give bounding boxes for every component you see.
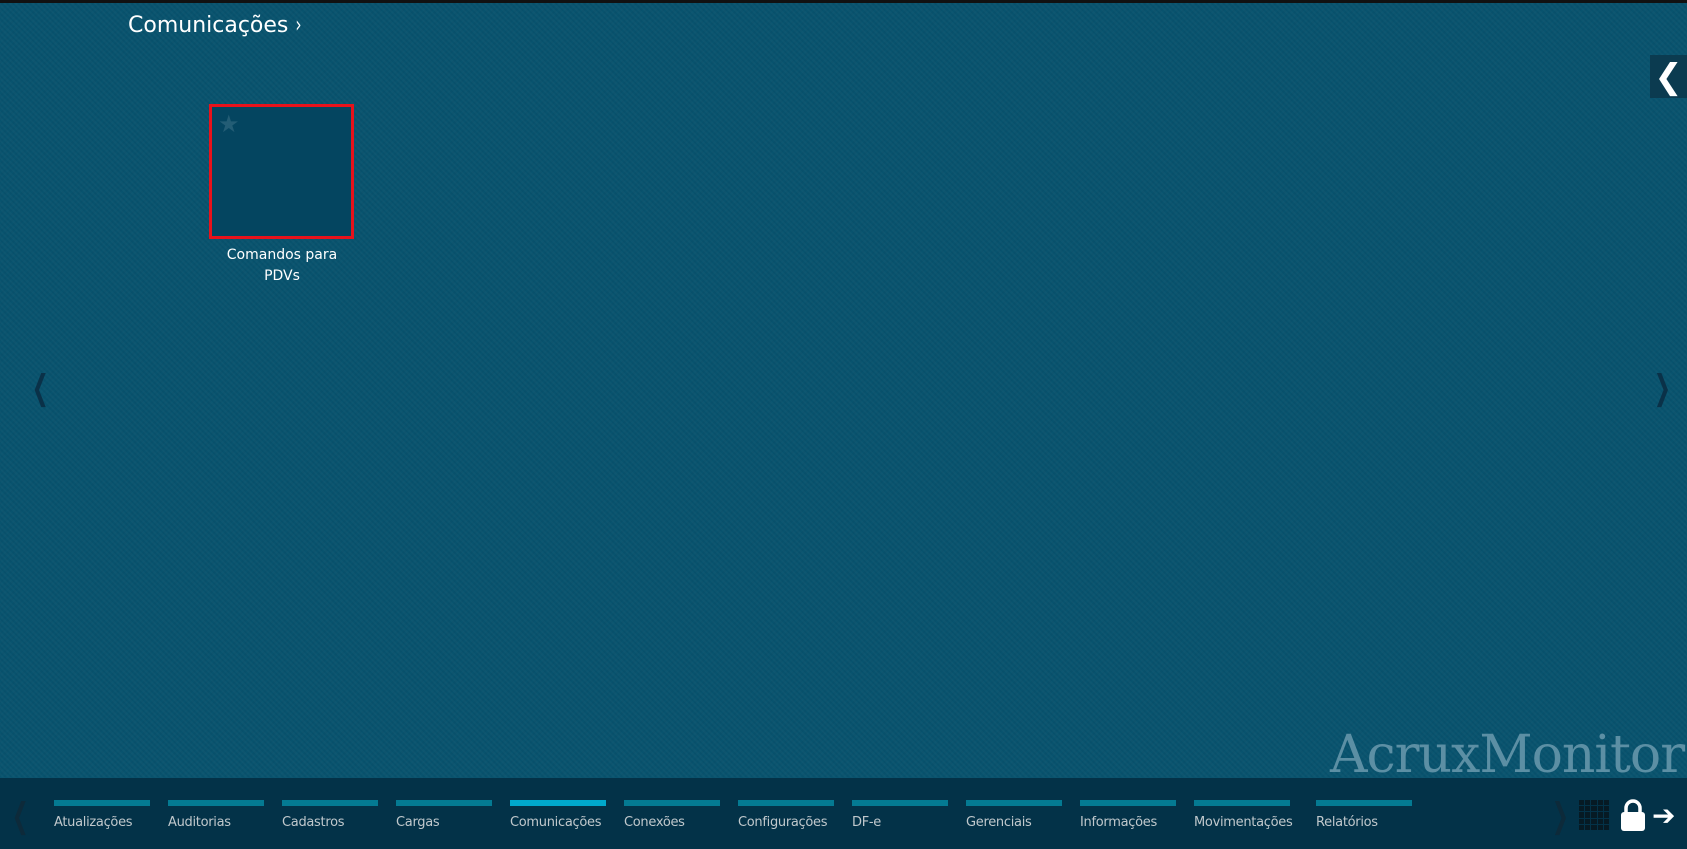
tab-label: Cadastros (282, 815, 345, 830)
acrux-monitor-logo: AcruxMonitor (1330, 725, 1685, 785)
tab-indicator (282, 800, 378, 806)
tab-label: Cargas (396, 815, 440, 830)
tabs-scroll-right[interactable]: ❯ (1551, 796, 1569, 836)
star-icon[interactable]: ★ (218, 110, 240, 138)
tab-indicator (738, 800, 834, 806)
tab-auditorias[interactable]: Auditorias (168, 800, 264, 830)
tab-label: DF-e (852, 815, 881, 830)
prev-page-arrow[interactable]: ❮ (31, 368, 49, 408)
tab-movimentacoes[interactable]: Movimentações (1194, 800, 1293, 830)
lock-icon[interactable] (1620, 798, 1646, 832)
next-page-arrow[interactable]: ❯ (1653, 368, 1671, 408)
tab-label: Movimentações (1194, 815, 1293, 830)
tab-informacoes[interactable]: Informações (1080, 800, 1176, 830)
tile-label-line1: Comandos para (226, 247, 338, 263)
tab-label: Conexões (624, 815, 685, 830)
tab-indicator (54, 800, 150, 806)
tile-comandos-para-pdvs[interactable]: ★ (209, 104, 354, 239)
tab-label: Informações (1080, 815, 1157, 830)
top-border (0, 0, 1687, 3)
tab-gerenciais[interactable]: Gerenciais (966, 800, 1062, 830)
bottom-navigation-bar: ❮ Atualizações Auditorias Cadastros Cargas C… (0, 778, 1687, 849)
tab-atualizacoes[interactable]: Atualizações (54, 800, 150, 830)
tab-cadastros[interactable]: Cadastros (282, 800, 378, 830)
tab-indicator (396, 800, 492, 806)
chevron-right-icon: › (295, 13, 302, 38)
tab-indicator (966, 800, 1062, 806)
breadcrumb[interactable]: Comunicações › (128, 13, 303, 38)
tab-label: Auditorias (168, 815, 231, 830)
tab-label: Configurações (738, 815, 828, 830)
tile-label: Comandos para PDVs (202, 245, 362, 287)
tab-label: Gerenciais (966, 815, 1032, 830)
tab-conexoes[interactable]: Conexões (624, 800, 720, 830)
tab-df-e[interactable]: DF-e (852, 800, 948, 830)
tab-indicator (168, 800, 264, 806)
tile-label-line2: PDVs (264, 268, 300, 284)
tab-configuracoes[interactable]: Configurações (738, 800, 834, 830)
tab-cargas[interactable]: Cargas (396, 800, 492, 830)
tab-indicator (1194, 800, 1290, 806)
tab-indicator (510, 800, 606, 806)
tab-label: Atualizações (54, 815, 133, 830)
tab-relatorios[interactable]: Relatórios (1316, 800, 1412, 830)
grid-icon[interactable] (1579, 800, 1609, 830)
chevron-left-icon: ❮ (1654, 56, 1683, 97)
tab-label: Comunicações (510, 815, 602, 830)
tab-comunicacoes[interactable]: Comunicações (510, 800, 606, 830)
tabs-scroll-left[interactable]: ❮ (11, 796, 29, 836)
tab-indicator (1316, 800, 1412, 806)
tab-label: Relatórios (1316, 815, 1378, 830)
logout-arrow-icon[interactable]: ➔ (1652, 799, 1676, 832)
collapse-panel-button[interactable]: ❮ (1650, 55, 1687, 98)
tab-indicator (1080, 800, 1176, 806)
tab-indicator (852, 800, 948, 806)
tab-indicator (624, 800, 720, 806)
page-title: Comunicações (128, 13, 289, 38)
